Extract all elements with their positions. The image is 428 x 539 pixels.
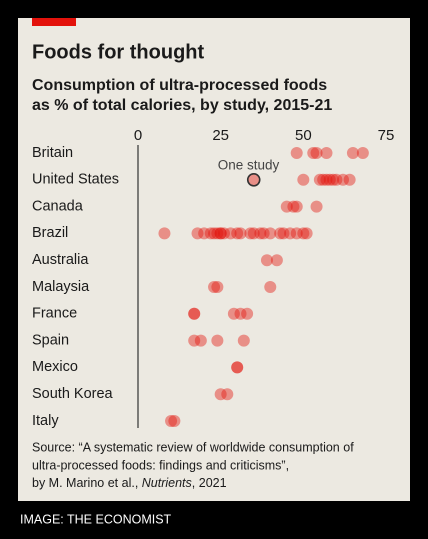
dot <box>211 281 224 293</box>
dot <box>254 227 267 240</box>
panel <box>18 18 410 501</box>
dot <box>264 281 277 293</box>
dot <box>290 147 303 159</box>
dot <box>188 307 201 320</box>
dot <box>227 307 240 320</box>
dot <box>310 200 323 213</box>
category-label: United States <box>32 172 119 188</box>
category-label: South Korea <box>32 386 114 402</box>
dot <box>194 334 207 347</box>
dot <box>165 415 178 427</box>
subtitle: Consumption of ultra-processed foods <box>32 77 327 94</box>
source: by M. Marino et al., <box>32 476 142 490</box>
dot <box>214 227 227 240</box>
dot <box>221 388 234 401</box>
dot <box>287 200 300 213</box>
dot <box>280 200 293 213</box>
dot <box>297 173 310 186</box>
dot <box>188 334 201 347</box>
dot <box>310 147 323 159</box>
dot <box>234 227 247 240</box>
credit: IMAGE: THE ECONOMIST <box>20 512 172 526</box>
journal: Nutrients <box>142 476 192 490</box>
dot <box>168 415 181 427</box>
dot <box>237 334 250 347</box>
dot <box>231 227 244 240</box>
dot <box>204 227 217 240</box>
dot <box>290 200 303 213</box>
dot <box>320 147 333 159</box>
dot <box>330 173 343 186</box>
dot <box>300 227 313 240</box>
dot <box>307 147 320 159</box>
dot <box>208 281 221 293</box>
dot <box>320 173 333 186</box>
dot <box>231 361 244 374</box>
category-label: France <box>32 306 77 322</box>
dot <box>246 173 261 187</box>
dot <box>211 334 224 347</box>
x-tick-label: 50 <box>295 127 312 144</box>
dot <box>313 173 326 186</box>
dot <box>274 227 287 240</box>
dot <box>231 361 244 374</box>
category-label: Australia <box>32 252 89 268</box>
category-label: Britain <box>32 145 73 161</box>
dot <box>323 173 336 186</box>
category-label: Spain <box>32 332 69 348</box>
dot <box>224 227 237 240</box>
dot <box>257 227 270 240</box>
dot <box>211 227 224 240</box>
category-label: Italy <box>32 413 59 429</box>
dot <box>241 307 254 320</box>
dot <box>356 147 369 159</box>
dot <box>277 227 290 240</box>
dot <box>343 173 356 186</box>
category-label: Brazil <box>32 225 68 241</box>
category-label: Canada <box>32 198 84 214</box>
category-label: Mexico <box>32 359 78 375</box>
dot <box>208 227 221 240</box>
x-tick-label: 75 <box>378 127 395 144</box>
subtitle: as % of total calories, by study, 2015-2… <box>32 97 332 114</box>
dot <box>284 227 297 240</box>
x-tick-label: 0 <box>134 127 142 144</box>
dot <box>214 227 227 240</box>
dot <box>191 227 204 240</box>
dot <box>290 227 303 240</box>
dot <box>264 227 277 240</box>
dot <box>188 307 201 320</box>
dot <box>317 173 330 186</box>
dot <box>244 227 257 240</box>
dot <box>214 388 227 401</box>
source: , 2021 <box>192 476 227 490</box>
x-tick-label: 25 <box>212 127 229 144</box>
dot <box>260 254 273 267</box>
red-tag <box>32 18 76 26</box>
dot <box>297 227 310 240</box>
dot <box>327 173 340 186</box>
dot <box>158 227 171 240</box>
dot <box>247 227 260 240</box>
dot <box>346 147 359 159</box>
category-label: Malaysia <box>32 279 90 295</box>
dot <box>234 307 247 320</box>
dot <box>337 173 350 186</box>
source: ultra-processed foods: findings and crit… <box>32 458 289 472</box>
annotation: One study <box>218 157 280 172</box>
dot <box>217 227 230 240</box>
dot <box>270 254 283 267</box>
source: by M. Marino et al., Nutrients, 2021 <box>32 476 227 490</box>
source: Source: “A systematic review of worldwid… <box>32 440 354 454</box>
dot <box>198 227 211 240</box>
chart-title: Foods for thought <box>32 41 205 63</box>
